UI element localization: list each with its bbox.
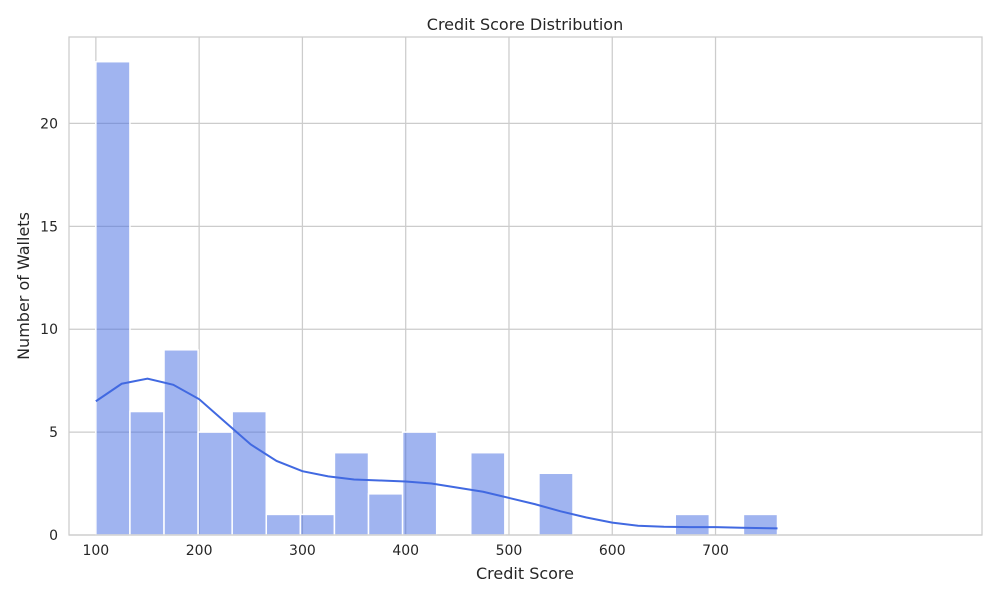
plot-frame: [68, 36, 983, 536]
grid-lines: [69, 37, 982, 536]
chart-title: Credit Score Distribution: [427, 15, 623, 34]
y-tick-label: 0: [49, 528, 58, 544]
kde-density-line: [95, 377, 778, 530]
histogram-bar: [95, 60, 131, 536]
x-tick-label: 500: [496, 543, 523, 559]
y-tick-label: 20: [40, 116, 58, 132]
histogram-bar: [265, 513, 302, 536]
histogram-bar: [129, 410, 165, 536]
x-tick-label: 300: [289, 543, 316, 559]
histogram-bar: [742, 513, 779, 536]
x-tick-label: 600: [599, 543, 626, 559]
x-axis-label: Credit Score: [476, 564, 574, 583]
histogram-bars: [95, 60, 779, 536]
y-axis-ticks: 0 5 10 15 20: [40, 116, 58, 544]
histogram-bar: [299, 513, 336, 536]
histogram-bar: [538, 472, 574, 536]
histogram-bar: [674, 513, 711, 536]
y-tick-label: 10: [40, 322, 58, 338]
histogram-bar: [163, 349, 199, 536]
histogram-bar: [333, 451, 370, 536]
x-tick-label: 700: [702, 543, 729, 559]
y-tick-label: 5: [49, 425, 58, 441]
histogram-bar: [197, 431, 233, 536]
y-tick-label: 15: [40, 219, 58, 235]
x-tick-label: 100: [82, 543, 109, 559]
y-axis-label: Number of Wallets: [14, 212, 33, 360]
histogram-bar: [231, 410, 268, 536]
x-axis-ticks: 100 200 300 400 500 600 700: [82, 543, 728, 559]
x-tick-label: 400: [392, 543, 419, 559]
histogram-bar: [367, 493, 404, 536]
x-tick-label: 200: [186, 543, 213, 559]
